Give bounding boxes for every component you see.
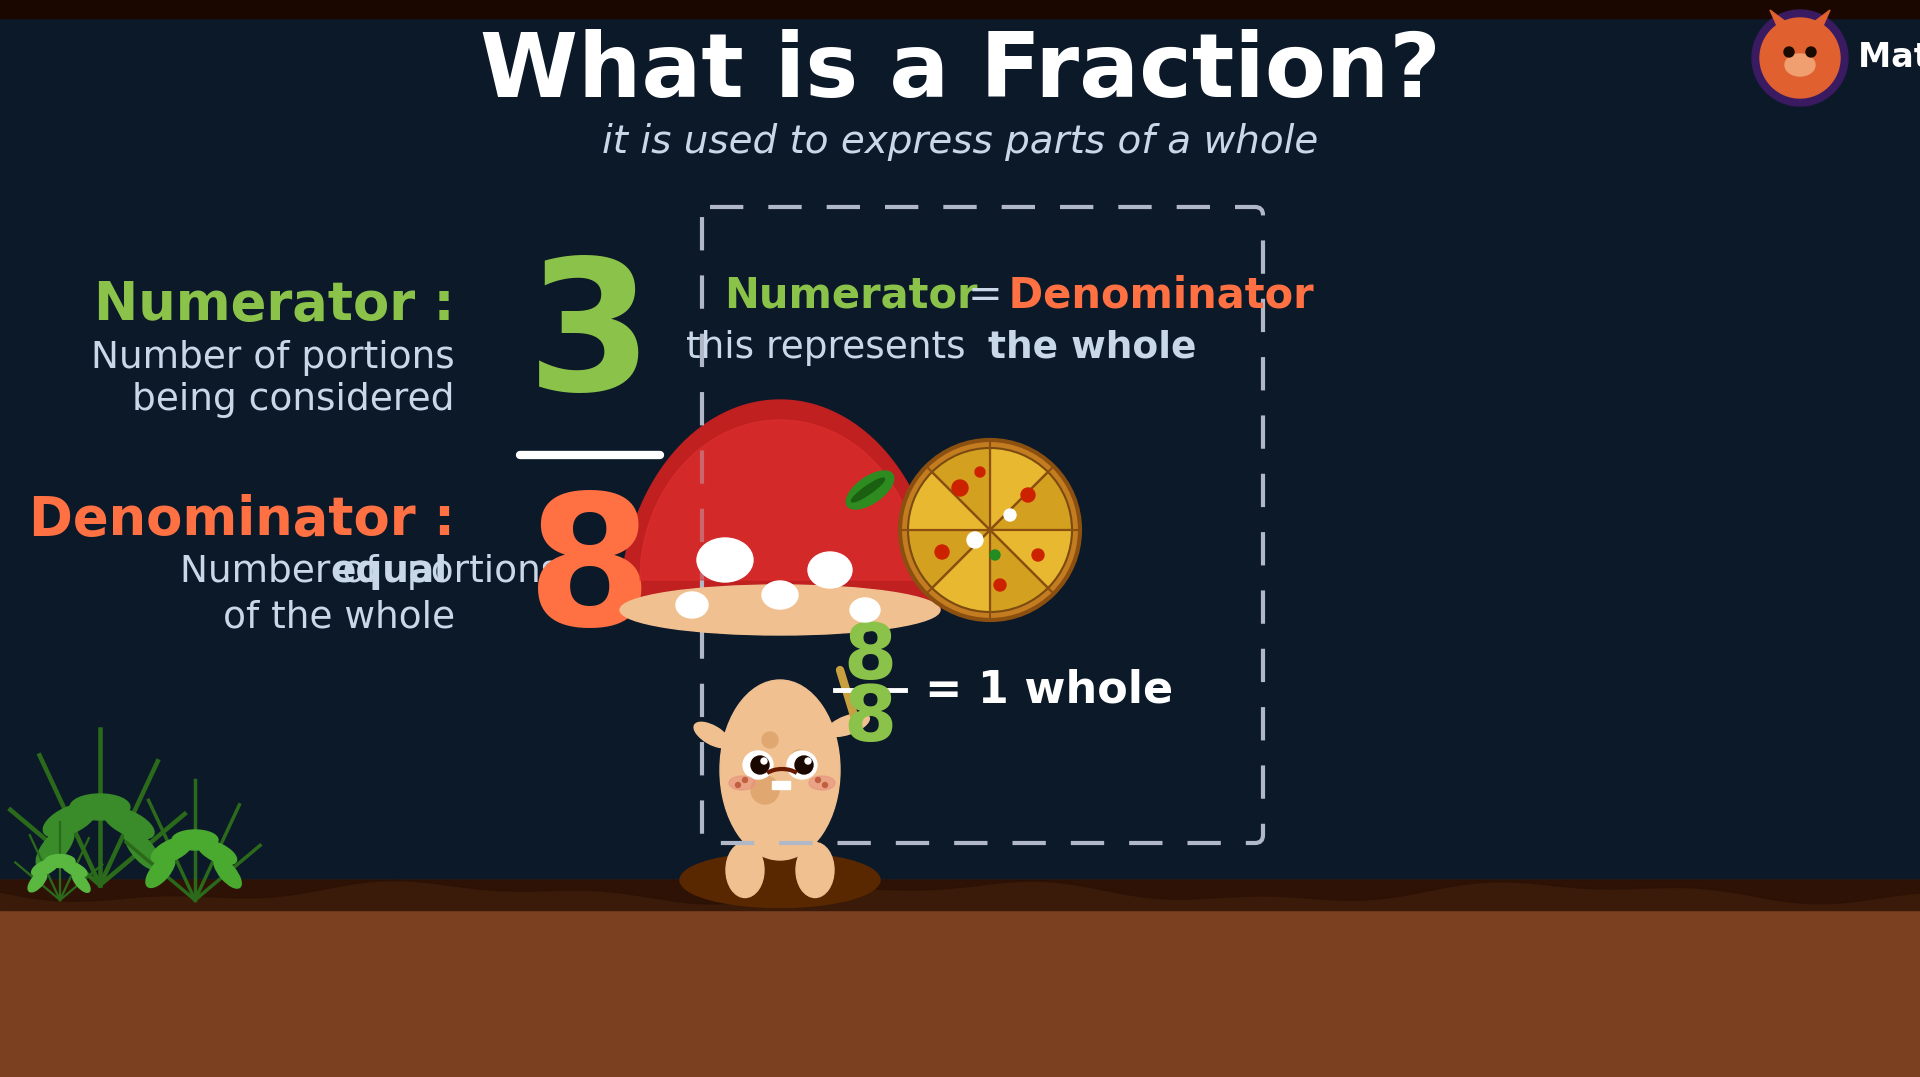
Text: What is a Fraction?: What is a Fraction? (480, 28, 1440, 115)
Bar (0, 880, 1920, 1077)
Text: this represents: this represents (685, 330, 977, 366)
Circle shape (795, 756, 812, 774)
Text: =: = (968, 274, 1002, 316)
Text: Number of: Number of (180, 554, 390, 590)
Ellipse shape (697, 538, 753, 582)
Circle shape (1784, 47, 1793, 57)
Ellipse shape (695, 723, 730, 747)
Circle shape (991, 550, 1000, 560)
Wedge shape (908, 472, 991, 530)
Circle shape (995, 579, 1006, 591)
Text: 8: 8 (843, 683, 897, 757)
Circle shape (952, 480, 968, 496)
Ellipse shape (797, 842, 833, 897)
Text: Numerator :: Numerator : (94, 279, 455, 331)
Ellipse shape (213, 857, 242, 889)
Ellipse shape (851, 478, 885, 502)
Text: = 1 whole: = 1 whole (925, 669, 1173, 712)
Wedge shape (991, 530, 1048, 612)
Text: it is used to express parts of a whole: it is used to express parts of a whole (601, 123, 1319, 160)
Text: the whole: the whole (987, 330, 1196, 366)
Ellipse shape (36, 826, 75, 869)
Circle shape (751, 756, 770, 774)
Ellipse shape (146, 855, 175, 887)
Wedge shape (991, 530, 1071, 588)
Ellipse shape (61, 862, 86, 877)
Ellipse shape (1786, 54, 1814, 76)
Text: 8: 8 (528, 487, 653, 663)
Wedge shape (908, 530, 991, 588)
Ellipse shape (787, 751, 818, 779)
Wedge shape (931, 448, 991, 530)
Circle shape (968, 532, 983, 548)
Ellipse shape (730, 777, 755, 791)
Text: equal: equal (330, 554, 447, 590)
Polygon shape (1811, 10, 1830, 28)
Ellipse shape (104, 808, 154, 839)
Circle shape (900, 440, 1079, 620)
Circle shape (1033, 549, 1044, 561)
Circle shape (760, 758, 766, 764)
Ellipse shape (676, 592, 708, 618)
Circle shape (975, 467, 985, 477)
Text: of the whole: of the whole (223, 600, 455, 637)
Ellipse shape (198, 840, 236, 865)
Circle shape (816, 778, 820, 783)
Ellipse shape (44, 803, 96, 837)
Ellipse shape (620, 585, 941, 635)
Bar (772, 781, 789, 789)
Polygon shape (1770, 10, 1789, 28)
Ellipse shape (125, 829, 159, 869)
Ellipse shape (851, 598, 879, 623)
Ellipse shape (828, 714, 870, 737)
Text: Numerator: Numerator (724, 274, 977, 316)
Ellipse shape (44, 854, 75, 867)
Ellipse shape (29, 870, 48, 892)
Circle shape (1761, 18, 1839, 98)
Circle shape (762, 732, 778, 749)
Text: Number of portions: Number of portions (92, 340, 455, 376)
Wedge shape (931, 530, 991, 612)
Circle shape (743, 778, 747, 783)
Wedge shape (991, 472, 1071, 530)
Ellipse shape (73, 872, 90, 892)
Ellipse shape (726, 842, 764, 897)
Text: Denominator :: Denominator : (29, 494, 455, 546)
Circle shape (1807, 47, 1816, 57)
Circle shape (1021, 488, 1035, 502)
Text: being considered: being considered (132, 382, 455, 418)
Ellipse shape (720, 680, 841, 861)
Ellipse shape (152, 837, 192, 863)
Circle shape (1751, 10, 1847, 106)
Ellipse shape (680, 853, 879, 908)
Circle shape (735, 783, 741, 787)
Bar (0, 0, 1920, 18)
Circle shape (822, 783, 828, 787)
Circle shape (751, 777, 780, 805)
Text: 3: 3 (528, 252, 653, 428)
Ellipse shape (31, 859, 58, 876)
Text: Denominator: Denominator (995, 274, 1313, 316)
Text: 8: 8 (843, 621, 897, 695)
Circle shape (1004, 509, 1016, 521)
Circle shape (804, 758, 810, 764)
Ellipse shape (173, 830, 219, 850)
Circle shape (789, 750, 810, 770)
Ellipse shape (808, 553, 852, 588)
Polygon shape (620, 400, 941, 610)
Ellipse shape (808, 777, 835, 791)
Text: Maths Angel: Maths Angel (1859, 42, 1920, 74)
Bar (0, 880, 1920, 910)
Ellipse shape (743, 751, 774, 779)
Wedge shape (991, 448, 1048, 530)
Ellipse shape (71, 794, 131, 820)
Circle shape (935, 545, 948, 559)
Ellipse shape (847, 471, 893, 509)
Text: portions: portions (396, 554, 561, 590)
Ellipse shape (762, 581, 799, 609)
Polygon shape (639, 420, 920, 581)
